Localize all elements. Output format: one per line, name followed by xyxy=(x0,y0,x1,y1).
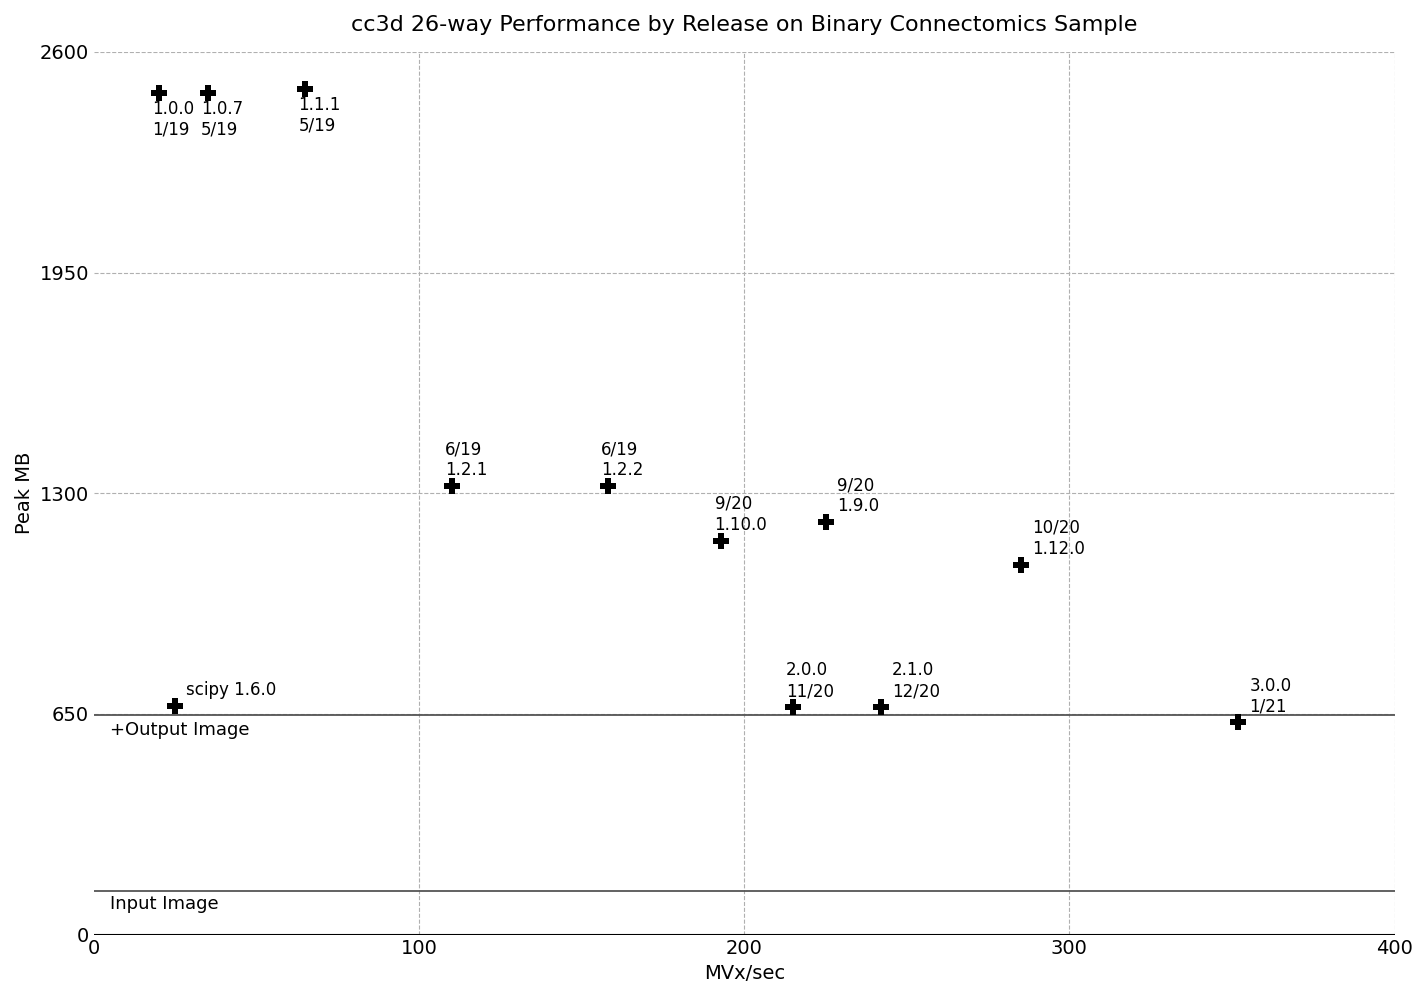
Text: Input Image: Input Image xyxy=(110,895,218,913)
Text: 3.0.0
1/21: 3.0.0 1/21 xyxy=(1250,677,1292,716)
Text: 6/19
1.2.1: 6/19 1.2.1 xyxy=(444,441,487,479)
Text: 1.0.7
5/19: 1.0.7 5/19 xyxy=(201,100,243,139)
Text: 10/20
1.12.0: 10/20 1.12.0 xyxy=(1032,519,1085,558)
Text: 6/19
1.2.2: 6/19 1.2.2 xyxy=(601,441,643,479)
Text: 1.0.0
1/19: 1.0.0 1/19 xyxy=(151,100,194,139)
Text: 9/20
1.9.0: 9/20 1.9.0 xyxy=(837,476,878,515)
X-axis label: MVx/sec: MVx/sec xyxy=(704,964,785,983)
Text: scipy 1.6.0: scipy 1.6.0 xyxy=(186,682,277,700)
Y-axis label: Peak MB: Peak MB xyxy=(16,452,34,534)
Text: +Output Image: +Output Image xyxy=(110,721,250,739)
Text: 9/20
1.10.0: 9/20 1.10.0 xyxy=(714,495,767,534)
Text: 1.1.1
5/19: 1.1.1 5/19 xyxy=(298,96,341,135)
Title: cc3d 26-way Performance by Release on Binary Connectomics Sample: cc3d 26-way Performance by Release on Bi… xyxy=(351,15,1138,35)
Text: 2.0.0
11/20: 2.0.0 11/20 xyxy=(785,662,834,701)
Text: 2.1.0
12/20: 2.1.0 12/20 xyxy=(892,662,940,701)
